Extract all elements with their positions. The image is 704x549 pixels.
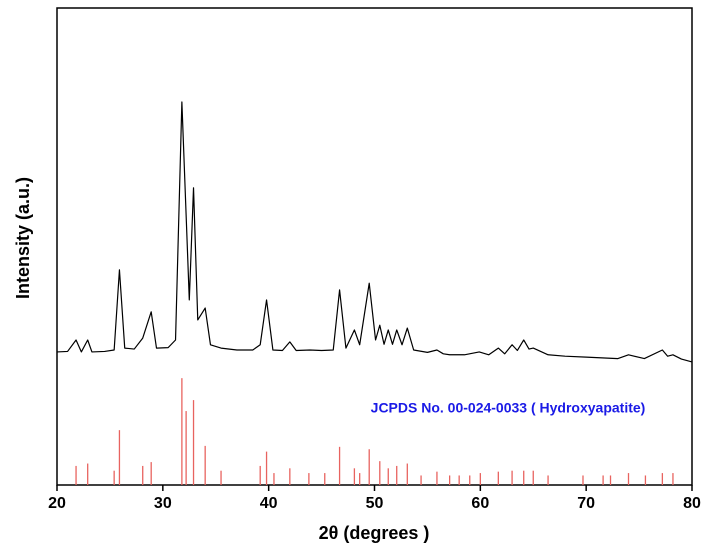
annotation: JCPDS No. 00-024-0033 ( Hydroxyapatite) — [371, 400, 646, 416]
y-axis-label: Intensity (a.u.) — [13, 177, 33, 299]
x-tick-label: 30 — [154, 495, 172, 512]
x-tick-label: 60 — [471, 495, 489, 512]
x-tick-label: 70 — [577, 495, 595, 512]
xrd-pattern — [56, 101, 693, 363]
x-tick-label: 40 — [260, 495, 278, 512]
x-axis-label: 2θ (degrees ) — [319, 523, 430, 543]
x-tick-label: 20 — [48, 495, 66, 512]
x-tick-label: 80 — [683, 495, 701, 512]
x-tick-label: 50 — [366, 495, 384, 512]
